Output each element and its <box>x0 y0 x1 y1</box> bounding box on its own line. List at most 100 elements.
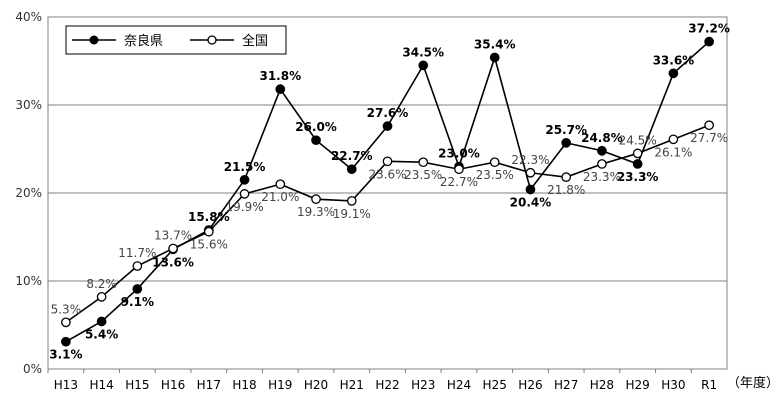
x-tick-label: H25 <box>483 378 507 392</box>
series-0-point <box>525 184 536 195</box>
series-line-0 <box>65 41 710 343</box>
data-label-nara: 35.4% <box>474 37 516 51</box>
legend-label-nara: 奈良県 <box>124 33 163 49</box>
legend-marker-national <box>207 35 217 45</box>
data-label-national: 5.3% <box>51 302 82 316</box>
grid <box>48 104 727 282</box>
data-label-nara: 34.5% <box>402 45 444 59</box>
data-label-national: 23.5% <box>404 168 442 182</box>
series-0-point <box>346 164 357 175</box>
series-1-point <box>668 134 679 145</box>
x-tick-label: H26 <box>518 378 542 392</box>
x-tick-label: H22 <box>375 378 399 392</box>
x-tick-label: H24 <box>447 378 471 392</box>
series-1-point <box>382 156 393 167</box>
data-label-nara: 21.5% <box>224 160 266 174</box>
data-label-national: 15.6% <box>190 238 228 252</box>
x-tick-label: H27 <box>554 378 578 392</box>
y-tick-label: 40% <box>15 10 42 24</box>
series-0-point <box>61 336 71 347</box>
x-tick-label: H17 <box>197 378 221 392</box>
legend-marker-nara <box>89 35 99 45</box>
data-label-national: 22.3% <box>511 153 549 167</box>
x-tick-label: H23 <box>411 378 435 392</box>
series-1-point <box>61 317 71 328</box>
data-label-national: 22.7% <box>440 175 478 189</box>
series-0-point <box>275 84 286 95</box>
series-0-point <box>311 135 321 146</box>
data-label-national: 26.1% <box>654 145 692 159</box>
series-0-point <box>489 52 500 63</box>
series-1-point <box>525 167 536 178</box>
series-1-point <box>418 157 429 168</box>
series-1-point <box>489 157 500 168</box>
series-1-point <box>132 261 143 271</box>
x-tick-label: H16 <box>161 378 185 392</box>
series-0-point <box>561 137 572 148</box>
series-1-point <box>561 172 572 183</box>
x-axis: H13 H14 H15 H16 H17 H18 H19 H20 H21 H22 H23 H24 H25 H… <box>47 369 717 392</box>
data-label-national: 21.8% <box>547 183 585 197</box>
plot-frame <box>47 16 728 370</box>
series-0-point <box>668 68 679 79</box>
x-tick-label: H21 <box>340 378 364 392</box>
data-label-nara: 37.2% <box>688 22 730 36</box>
series-0-point <box>96 316 107 327</box>
y-tick-label: 0% <box>23 362 42 376</box>
y-axis: 0% 10% 20% 30% 40% <box>15 10 42 376</box>
data-label-national: 19.3% <box>297 205 335 219</box>
series-1-point <box>704 120 714 131</box>
legend: 奈良県 全国 <box>65 25 287 55</box>
data-label-national: 23.6% <box>368 167 406 181</box>
x-tick-label: H15 <box>125 378 149 392</box>
series-1-point <box>632 148 643 159</box>
x-tick-label: R1 <box>701 378 717 392</box>
data-label-national: 8.2% <box>86 277 117 291</box>
data-label-national: 19.1% <box>333 207 371 221</box>
series-1-point <box>311 194 321 205</box>
data-label-nara: 27.6% <box>367 106 409 120</box>
x-tick-label: H14 <box>89 378 113 392</box>
x-tick-label: H13 <box>54 378 78 392</box>
x-tick-label: H29 <box>626 378 650 392</box>
x-tick-label: H28 <box>590 378 614 392</box>
data-label-national: 19.9% <box>225 200 263 214</box>
data-label-nara: 31.8% <box>259 69 301 83</box>
data-label-nara: 22.7% <box>331 149 373 163</box>
series-1-point <box>96 291 107 302</box>
series-1-point <box>275 179 286 190</box>
series-1-point <box>346 196 357 206</box>
y-tick-label: 30% <box>15 98 42 112</box>
series-0-point <box>418 60 429 71</box>
x-tick-label: H18 <box>232 378 256 392</box>
data-labels: 3.1%5.4% 9.1% 13.6% 15.8% 21.5% 31.8% 26.0% 22.… <box>49 22 730 362</box>
legend-label-national: 全国 <box>242 33 268 49</box>
series-1-point <box>239 189 250 199</box>
series-0-point <box>382 121 393 131</box>
data-label-nara: 13.6% <box>152 255 194 269</box>
series-1-point <box>597 159 607 169</box>
data-label-national: 13.7% <box>154 228 192 242</box>
x-tick-label: H20 <box>304 378 328 392</box>
data-label-national: 24.5% <box>619 133 657 147</box>
series-0-point <box>704 36 714 47</box>
data-label-nara: 3.1% <box>49 348 82 362</box>
series-1-point <box>168 243 178 254</box>
x-tick-label: H19 <box>268 378 292 392</box>
data-label-national: 27.7% <box>690 131 728 145</box>
series-0-point <box>239 174 250 185</box>
data-label-national: 11.7% <box>118 246 156 260</box>
series-layer <box>61 36 714 347</box>
y-tick-label: 20% <box>15 186 42 200</box>
series-1-point <box>203 226 214 237</box>
y-tick-label: 10% <box>15 274 42 288</box>
data-label-national: 23.5% <box>476 168 514 182</box>
data-label-nara: 20.4% <box>510 195 552 209</box>
data-label-nara: 25.7% <box>545 123 587 137</box>
x-tick-label: H30 <box>661 378 685 392</box>
x-unit-label: （年度） <box>727 375 779 391</box>
data-label-nara: 26.0% <box>295 120 337 134</box>
data-label-nara: 23.0% <box>438 147 480 161</box>
data-label-nara: 24.8% <box>581 131 623 145</box>
